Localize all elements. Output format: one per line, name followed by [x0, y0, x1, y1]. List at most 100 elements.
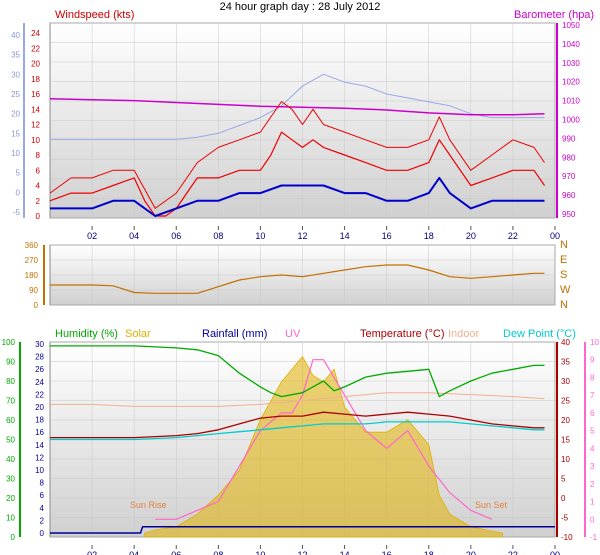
compass-tick-label: S: [560, 269, 567, 281]
windspeed-legend: Windspeed (kts): [55, 9, 134, 21]
humidity-tick-label: 40: [6, 455, 15, 464]
rainfall-tick-label: 16: [35, 428, 44, 437]
left-tick-label: 0: [16, 188, 21, 197]
wind-tick-label: 10: [31, 136, 40, 145]
legend-solar: Solar: [125, 328, 151, 340]
direction-tick-label: 360: [25, 241, 39, 250]
left-tick-label: 40: [11, 31, 20, 40]
left-tick-label: 10: [11, 149, 20, 158]
barometer-line: [49, 97, 545, 116]
legend-dewpoint: Dew Point (°C): [503, 328, 576, 340]
uv-tick-label: 0: [590, 515, 595, 524]
wind-tick-label: 6: [36, 166, 41, 175]
x-tick-label: 06: [171, 550, 181, 555]
indoor-temperature-line: [50, 392, 545, 407]
temperature-axis: -10 -5 0 5 10 15 20 25 30 35 40: [561, 338, 573, 542]
humidity-tick-label: 90: [6, 358, 15, 367]
wind-average-line: [50, 176, 545, 217]
x-tick-label: 04: [129, 550, 139, 555]
x-tick-label: 20: [466, 550, 476, 555]
direction-tick-label: 180: [25, 271, 39, 280]
left-tick-label: 5: [16, 169, 21, 178]
humidity-tick-label: 60: [6, 416, 15, 425]
direction-tick-label: 270: [25, 256, 39, 265]
barometer-tick-label: 1040: [562, 40, 580, 49]
windspeed-line: [49, 131, 545, 217]
x-tick-label: 16: [382, 550, 392, 555]
left-tick-label: 20: [11, 110, 20, 119]
wind-tick-label: 0: [36, 212, 41, 221]
direction-line: [50, 264, 545, 294]
rainfall-tick-label: 20: [35, 403, 44, 412]
wind-tick-label: 2: [36, 197, 41, 206]
temperature-series: [50, 345, 555, 538]
direction-tick-label: 0: [34, 301, 39, 310]
rainfall-tick-label: 14: [35, 441, 44, 450]
wind-tick-label: 16: [31, 90, 40, 99]
uv-tick-label: 4: [590, 444, 595, 453]
uv-axis: -1 0 1 2 3 4 5 6 7 8 9 10: [590, 338, 599, 542]
rainfall-tick-label: 10: [35, 466, 44, 475]
legend-uv: UV: [285, 328, 301, 340]
uv-tick-label: 5: [590, 427, 595, 436]
uv-tick-label: 8: [590, 373, 595, 382]
humidity-tick-label: 0: [11, 533, 16, 542]
x-tick-label: 16: [382, 231, 392, 241]
x-tick-label: 22: [508, 231, 518, 241]
direction-series: [50, 264, 545, 294]
x-tick-label: 00: [550, 550, 560, 555]
humidity-tick-label: 20: [6, 494, 15, 503]
x-tick-label: 04: [129, 231, 139, 241]
legend-temperature: Temperature (°C): [360, 328, 444, 340]
barometer-tick-label: 960: [562, 191, 576, 200]
x-tick-label: 14: [340, 550, 350, 555]
dewpoint-line: [50, 421, 545, 441]
temperature-tick-label: 5: [561, 475, 566, 484]
direction-grid: [50, 244, 556, 306]
rainfall-tick-label: 0: [40, 529, 45, 538]
uv-tick-label: 9: [590, 356, 595, 365]
left-tick-label: 15: [11, 129, 20, 138]
temperature-tick-label: 40: [561, 338, 570, 347]
temperature-tick-label: 30: [561, 377, 570, 386]
barometer-tick-label: 1020: [562, 78, 580, 87]
humidity-axis: 0 10 20 30 40 50 60 70 80 90 100: [2, 338, 16, 542]
wind-left-axis: -5 0 5 10 15 20 25 30 35 40: [11, 31, 20, 217]
barometer-tick-label: 980: [562, 153, 576, 162]
x-tick-label: 18: [424, 231, 434, 241]
rainfall-tick-label: 4: [40, 504, 45, 513]
rainfall-line: [50, 525, 555, 534]
compass-tick-label: N: [560, 239, 568, 251]
chart-title: 24 hour graph day : 28 July 2012: [220, 1, 381, 13]
barometer-tick-label: 990: [562, 134, 576, 143]
barometer-tick-label: 1050: [562, 21, 580, 30]
compass-tick-label: W: [560, 284, 571, 296]
wind-tick-label: 14: [31, 105, 40, 114]
humidity-tick-label: 100: [2, 338, 16, 347]
rainfall-tick-label: 6: [40, 491, 45, 500]
humidity-tick-label: 70: [6, 397, 15, 406]
temperature-tick-label: 25: [561, 397, 570, 406]
temperature-line: [50, 411, 545, 439]
left-tick-label: 35: [11, 51, 20, 60]
direction-left-axis: 0 90 180 270 360: [25, 241, 39, 310]
x-tick-label: 08: [213, 550, 223, 555]
rainfall-tick-label: 22: [35, 390, 44, 399]
humidity-tick-label: 10: [6, 514, 15, 523]
x-tick-label: 06: [171, 231, 181, 241]
direction-tick-label: 90: [29, 286, 38, 295]
humidity-tick-label: 30: [6, 475, 15, 484]
temperature-tick-label: 20: [561, 416, 570, 425]
wind-pressure-panel: Windspeed (kts) Barometer (hpa) -5 0 5 10 15…: [11, 9, 594, 241]
rainfall-tick-label: 30: [35, 340, 44, 349]
wind-tick-label: 4: [36, 182, 41, 191]
uv-tick-label: -1: [590, 533, 598, 542]
rainfall-tick-label: 18: [35, 416, 44, 425]
compass-tick-label: E: [560, 254, 567, 266]
rainfall-tick-label: 28: [35, 353, 44, 362]
x-tick-label: 10: [255, 231, 265, 241]
